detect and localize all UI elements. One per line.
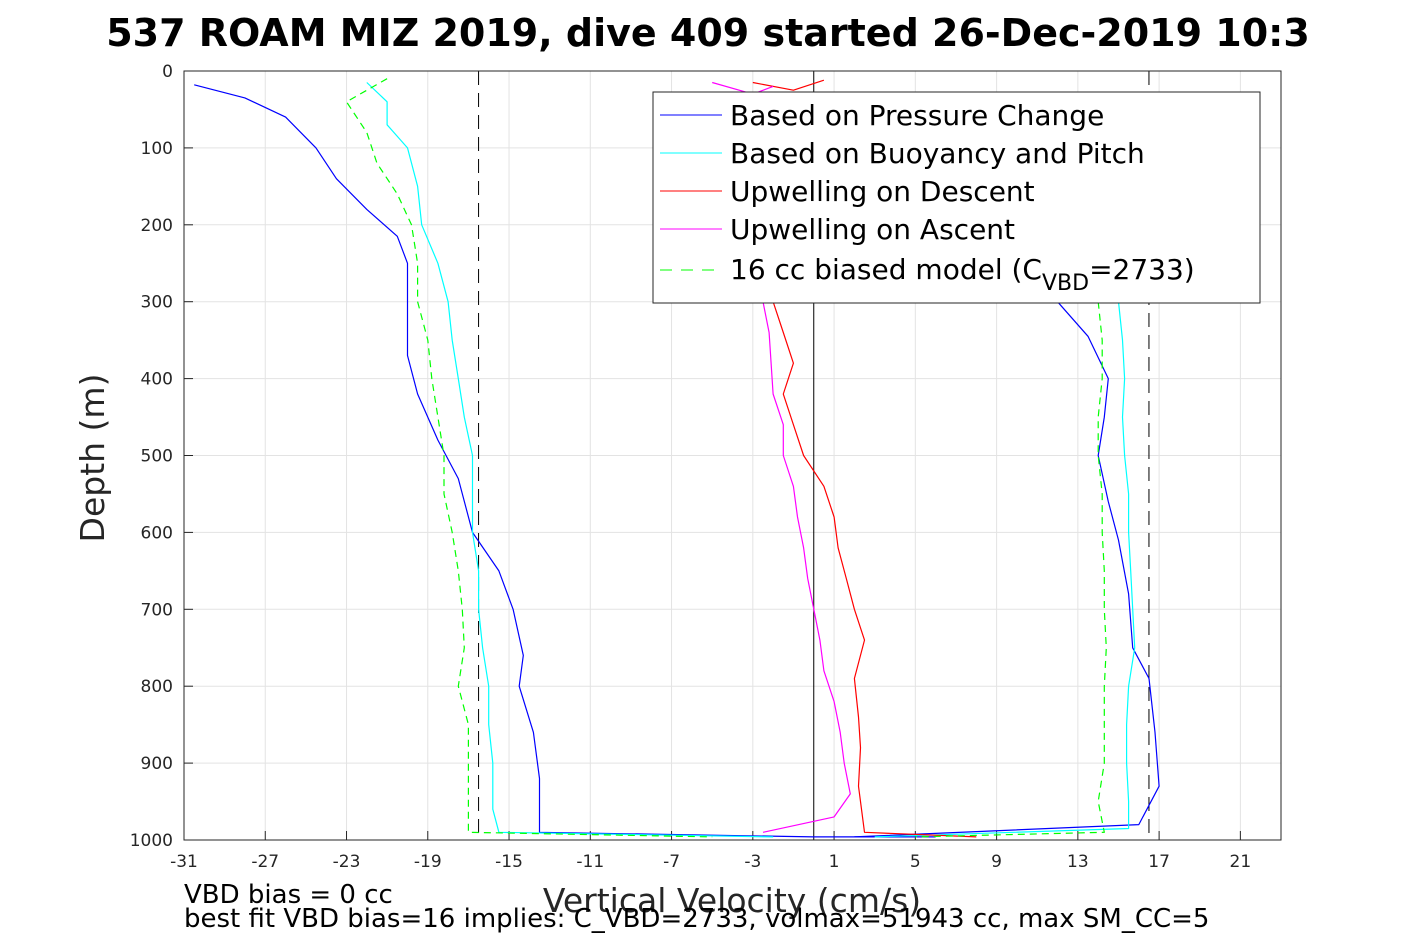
x-tick-label-8: 1 bbox=[829, 852, 840, 872]
x-tick-labels: -31 -27 -23 -19 -15 -11 -7 -3 1 5 9 13 17 21 bbox=[170, 852, 1251, 872]
chart-title: 537 ROAM MIZ 2019, dive 409 started 26-D… bbox=[106, 11, 1310, 55]
x-tick-label-0: -31 bbox=[170, 852, 198, 872]
legend-label-pressure: Based on Pressure Change bbox=[730, 99, 1104, 132]
y-tick-label-3: 300 bbox=[141, 293, 173, 313]
series-line-2-segment-1 bbox=[752, 79, 825, 91]
x-tick-label-10: 9 bbox=[991, 852, 1002, 872]
y-tick-label-4: 400 bbox=[141, 370, 173, 390]
series-line-4-segment-1 bbox=[915, 301, 1107, 838]
y-tick-label-10: 1000 bbox=[130, 831, 173, 851]
y-axis-label: Depth (m) bbox=[73, 374, 112, 543]
series-line-4-segment-0 bbox=[345, 78, 713, 838]
y-tick-labels: 0 100 200 300 400 500 600 700 800 900 1000 bbox=[130, 62, 173, 851]
x-tick-label-4: -15 bbox=[495, 852, 523, 872]
y-tick-label-9: 900 bbox=[141, 754, 173, 774]
legend-label-buoyancy: Based on Buoyancy and Pitch bbox=[730, 137, 1145, 170]
legend-box bbox=[652, 91, 1261, 304]
legend-label-model-pre: 16 cc biased model (C bbox=[730, 253, 1042, 286]
series-group bbox=[194, 78, 1160, 838]
best-fit-note: best fit VBD bias=16 implies: C_VBD=2733… bbox=[184, 904, 1209, 934]
series-line-3-segment-0 bbox=[762, 301, 851, 833]
x-tick-label-9: 5 bbox=[910, 852, 921, 872]
y-tick-label-7: 700 bbox=[141, 600, 173, 620]
y-tick-label-0: 0 bbox=[162, 62, 173, 82]
y-tick-label-8: 800 bbox=[141, 677, 173, 697]
x-axis-label: Vertical Velocity (cm/s) bbox=[543, 881, 921, 920]
x-tick-label-11: 13 bbox=[1067, 852, 1089, 872]
x-tick-label-5: -11 bbox=[576, 852, 604, 872]
series-line-0-segment-1 bbox=[854, 301, 1160, 838]
vbd-bias-note: VBD bias = 0 cc bbox=[184, 880, 393, 910]
legend-label-model: 16 cc biased model (CVBD=2733) bbox=[730, 253, 1195, 296]
legend-label-model-post: =2733) bbox=[1089, 253, 1195, 286]
series-line-1-segment-0 bbox=[366, 82, 774, 838]
legend-label-descent: Upwelling on Descent bbox=[730, 175, 1035, 208]
x-tick-label-2: -23 bbox=[333, 852, 361, 872]
y-tick-label-6: 600 bbox=[141, 523, 173, 543]
x-tick-label-3: -19 bbox=[414, 852, 442, 872]
y-tick-label-1: 100 bbox=[141, 139, 173, 159]
series-line-1-segment-1 bbox=[874, 301, 1136, 838]
y-tick-label-5: 500 bbox=[141, 447, 173, 467]
series-line-2-segment-0 bbox=[772, 301, 977, 838]
x-tick-label-1: -27 bbox=[251, 852, 279, 872]
y-tick-label-2: 200 bbox=[141, 216, 173, 236]
legend-label-model-sub: VBD bbox=[1042, 271, 1089, 296]
x-tick-label-7: -3 bbox=[744, 852, 761, 872]
legend-label-ascent: Upwelling on Ascent bbox=[730, 213, 1015, 246]
series-line-0-segment-0 bbox=[194, 84, 936, 838]
x-tick-label-13: 21 bbox=[1230, 852, 1252, 872]
x-tick-label-6: -7 bbox=[663, 852, 680, 872]
x-tick-label-12: 17 bbox=[1148, 852, 1170, 872]
plot-frame bbox=[183, 70, 1282, 841]
legend: Based on Pressure Change Based on Buoyan… bbox=[652, 91, 1261, 304]
